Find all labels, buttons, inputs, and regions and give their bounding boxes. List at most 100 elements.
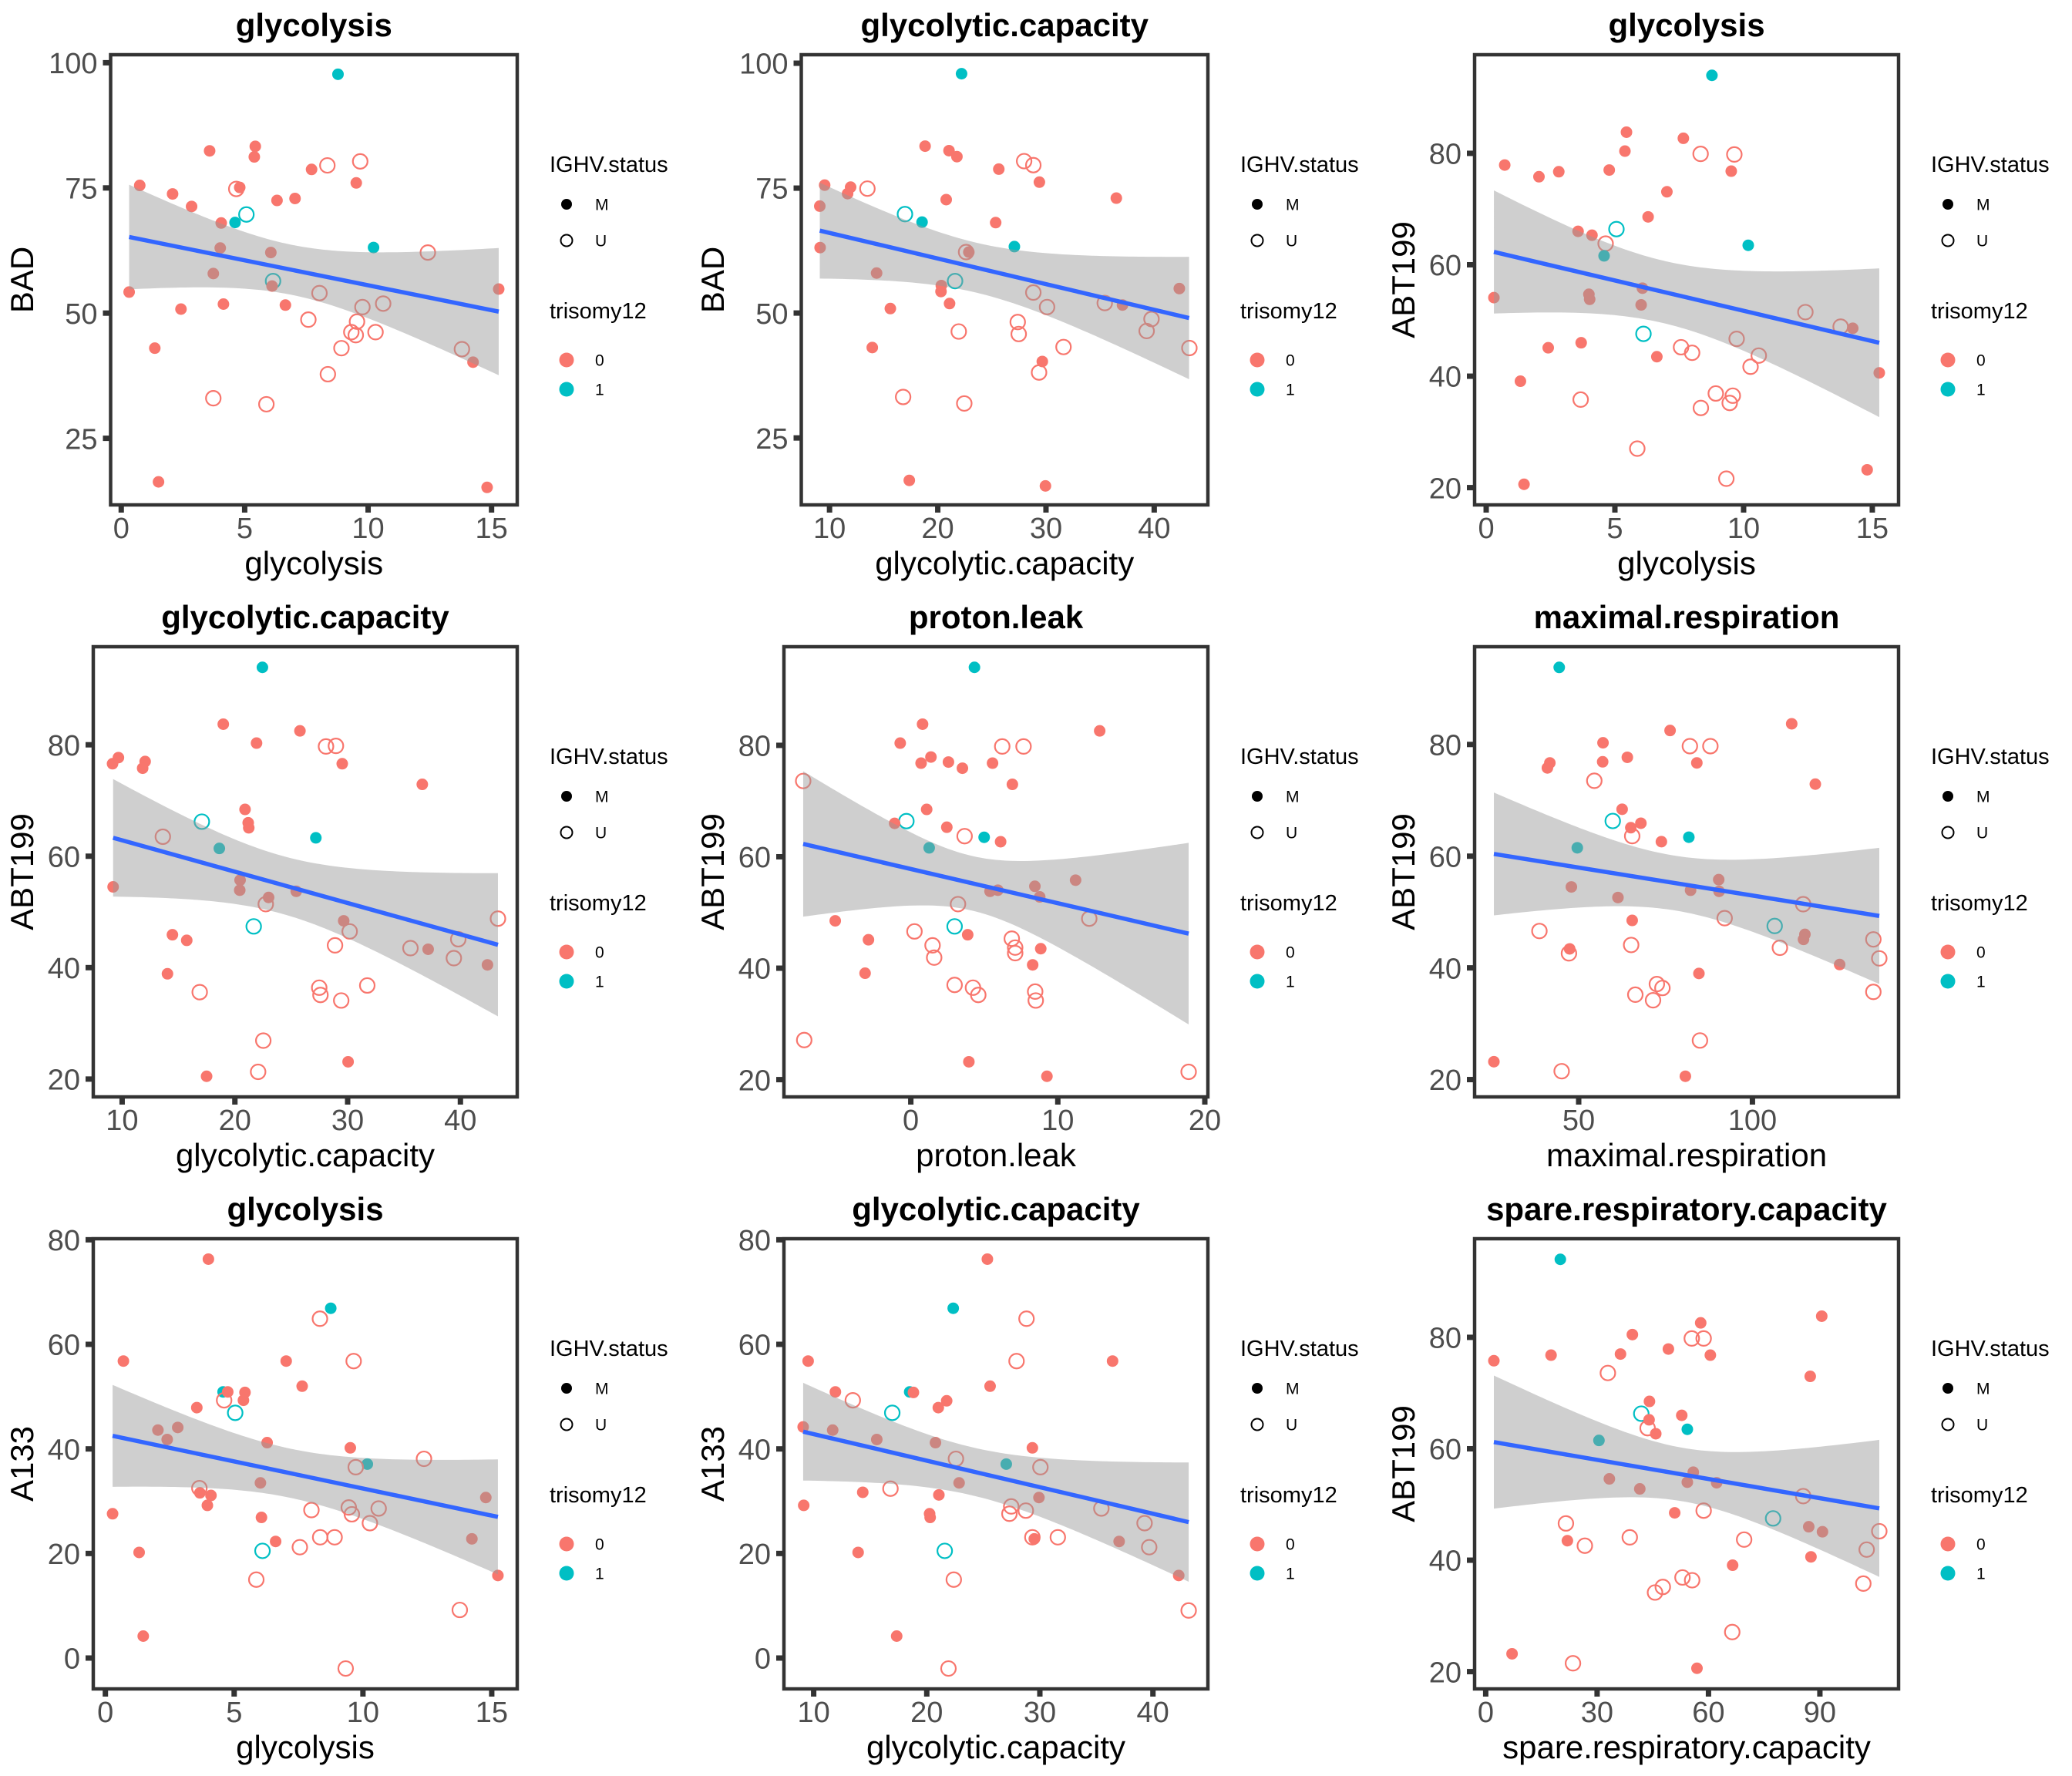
data-point-filled bbox=[798, 1499, 810, 1512]
plot-area bbox=[784, 1239, 1208, 1689]
legend-label: M bbox=[1976, 789, 1990, 806]
data-point-filled bbox=[829, 915, 842, 927]
x-tick-label: 40 bbox=[1138, 513, 1170, 545]
data-point-filled bbox=[266, 280, 278, 292]
data-point-filled bbox=[172, 1421, 184, 1434]
data-point-open bbox=[1007, 944, 1024, 962]
data-point-open bbox=[1728, 331, 1745, 348]
data-point-filled bbox=[1596, 755, 1609, 768]
legend-key-color-dot-icon bbox=[559, 352, 574, 368]
data-point-filled bbox=[467, 356, 479, 368]
data-point-filled bbox=[1000, 1458, 1012, 1470]
data-point-open bbox=[333, 992, 350, 1009]
y-tick-mark bbox=[776, 742, 782, 748]
data-point-filled bbox=[1834, 958, 1846, 970]
data-point-filled bbox=[310, 832, 322, 844]
data-point-filled bbox=[919, 140, 931, 153]
data-point-filled bbox=[234, 884, 246, 896]
data-point-open bbox=[947, 273, 964, 290]
data-point-filled bbox=[1690, 1662, 1703, 1674]
legend-title-trisomy12: trisomy12 bbox=[1931, 891, 2028, 916]
plot-title: glycolysis bbox=[227, 1191, 383, 1227]
data-point-open bbox=[1576, 1537, 1593, 1554]
legend-title-trisomy12: trisomy12 bbox=[1240, 299, 1337, 324]
data-point-open bbox=[1032, 1458, 1049, 1476]
data-point-open bbox=[1635, 325, 1652, 342]
y-tick-mark bbox=[86, 1446, 92, 1452]
legend-key-filled-circle-icon bbox=[1252, 199, 1263, 210]
data-point-open bbox=[1027, 983, 1044, 1000]
data-point-filled bbox=[1713, 873, 1725, 886]
data-point-filled bbox=[1039, 479, 1051, 492]
x-tick-label: 10 bbox=[813, 513, 846, 545]
data-point-filled bbox=[932, 1401, 944, 1414]
data-point-open bbox=[451, 1601, 469, 1619]
legend-key-color-dot-icon bbox=[1250, 974, 1265, 989]
data-point-filled bbox=[889, 817, 901, 829]
data-point-filled bbox=[200, 1070, 213, 1082]
data-point-filled bbox=[953, 1477, 965, 1489]
y-tick-label: 40 bbox=[48, 953, 80, 985]
data-point-filled bbox=[957, 762, 969, 775]
data-point-filled bbox=[1619, 145, 1631, 157]
data-point-filled bbox=[255, 1512, 267, 1524]
data-point-filled bbox=[1809, 778, 1821, 790]
legend-label: 0 bbox=[1286, 944, 1295, 962]
scatter-panel: glycolysis 0 20 40 60 80 0 5 10 15 glycolysis A133 I… bbox=[0, 1184, 691, 1776]
plot-border bbox=[782, 644, 1210, 1099]
y-tick-label: 60 bbox=[48, 1330, 80, 1362]
legend-label: 1 bbox=[595, 974, 604, 991]
data-point-filled bbox=[117, 1355, 130, 1367]
data-point-open bbox=[1008, 1353, 1025, 1370]
plot-border bbox=[1472, 644, 1901, 1099]
data-point-filled bbox=[1027, 959, 1039, 971]
data-point-filled bbox=[493, 283, 505, 295]
data-point-open bbox=[1742, 358, 1759, 375]
data-point-filled bbox=[924, 1512, 937, 1524]
data-point-open bbox=[882, 1480, 899, 1497]
data-point-filled bbox=[254, 1477, 267, 1489]
data-point-open bbox=[1684, 1572, 1700, 1589]
confidence-band bbox=[129, 184, 499, 375]
data-point-filled bbox=[814, 200, 826, 212]
x-tick-label: 5 bbox=[237, 513, 253, 545]
data-point-filled bbox=[1554, 1253, 1566, 1266]
x-tick-label: 20 bbox=[921, 513, 954, 545]
data-point-open bbox=[946, 977, 964, 994]
data-point-filled bbox=[856, 1486, 869, 1498]
data-point-filled bbox=[1690, 757, 1703, 769]
data-point-open bbox=[318, 738, 335, 755]
scatter-panel: maximal.respiration 20 40 60 80 50 100 maximal.… bbox=[1381, 592, 2072, 1184]
legend-key-color-dot-icon bbox=[1940, 944, 1956, 960]
x-axis-title: glycolytic.capacity bbox=[875, 545, 1134, 581]
y-tick-label: 50 bbox=[755, 298, 788, 331]
data-point-filled bbox=[1603, 164, 1616, 177]
data-point-open bbox=[1599, 1364, 1616, 1381]
data-point-open bbox=[1717, 470, 1735, 487]
legend-key-open-circle-icon bbox=[1941, 234, 1955, 247]
plot-area bbox=[801, 55, 1208, 505]
data-point-open bbox=[1764, 1510, 1781, 1527]
data-point-open bbox=[370, 1500, 387, 1517]
legend-label: U bbox=[1286, 233, 1297, 251]
data-point-filled bbox=[1633, 1483, 1646, 1495]
data-point-filled bbox=[870, 1433, 883, 1445]
legend-key-filled-circle-icon bbox=[1942, 791, 1953, 802]
data-point-open bbox=[926, 949, 943, 966]
legend-key-open-circle-icon bbox=[1941, 1418, 1955, 1431]
confidence-band bbox=[113, 779, 498, 1017]
data-point-filled bbox=[963, 246, 975, 258]
y-tick-mark bbox=[103, 59, 109, 66]
y-tick-mark bbox=[86, 1341, 92, 1347]
legend-key-open-circle-icon bbox=[1250, 826, 1264, 839]
data-point-open bbox=[1553, 1063, 1570, 1080]
data-point-filled bbox=[1572, 225, 1584, 237]
data-point-open bbox=[1707, 385, 1724, 402]
x-axis-title: glycolytic.capacity bbox=[866, 1729, 1125, 1765]
x-tick-label: 20 bbox=[1189, 1105, 1221, 1137]
y-axis-title: ABT199 bbox=[1385, 221, 1421, 338]
data-point-filled bbox=[894, 737, 906, 749]
data-point-filled bbox=[214, 843, 226, 855]
plot-area bbox=[1475, 55, 1899, 505]
